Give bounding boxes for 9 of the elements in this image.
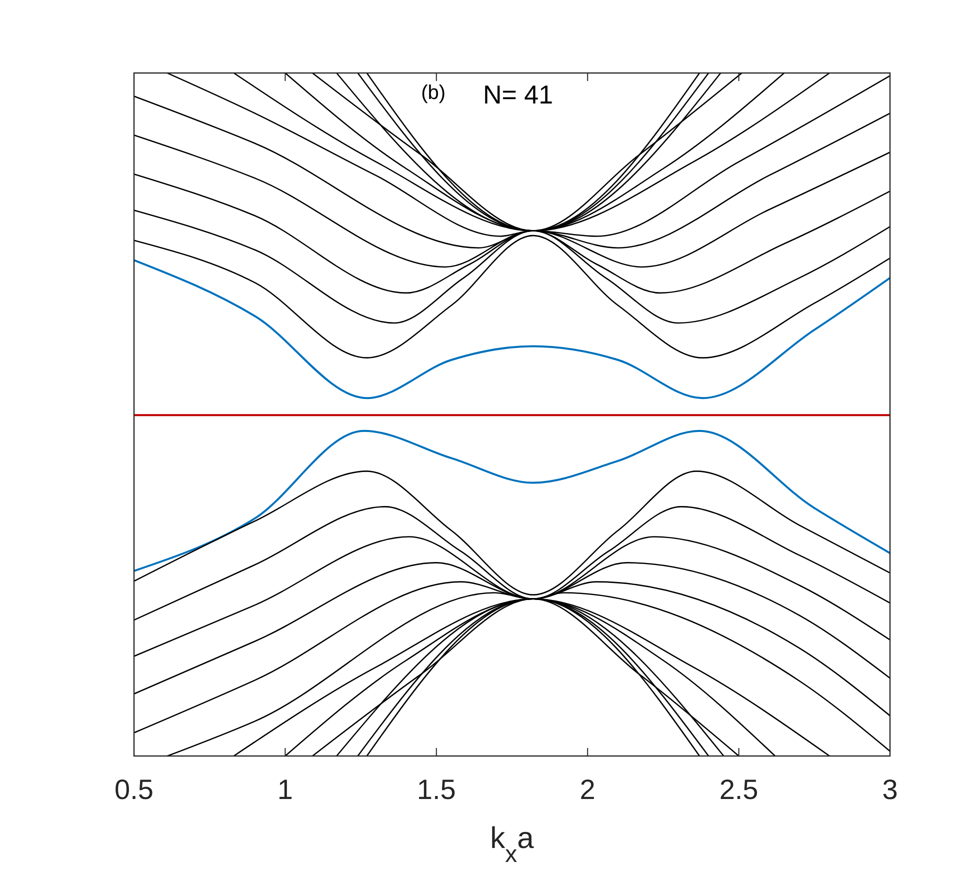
x-tick-label: 2.5	[719, 774, 758, 805]
x-tick-label: 1	[277, 774, 293, 805]
annotation: (b)	[421, 82, 446, 104]
x-tick-label: 0.5	[114, 774, 154, 805]
x-axis-title: k$_{x}$a	[490, 822, 534, 868]
x-tick-label: 3	[882, 774, 898, 805]
annotation: N= 41	[482, 80, 554, 110]
x-tick-label: 1.5	[416, 774, 456, 805]
x-tick-label: 2	[580, 774, 596, 805]
